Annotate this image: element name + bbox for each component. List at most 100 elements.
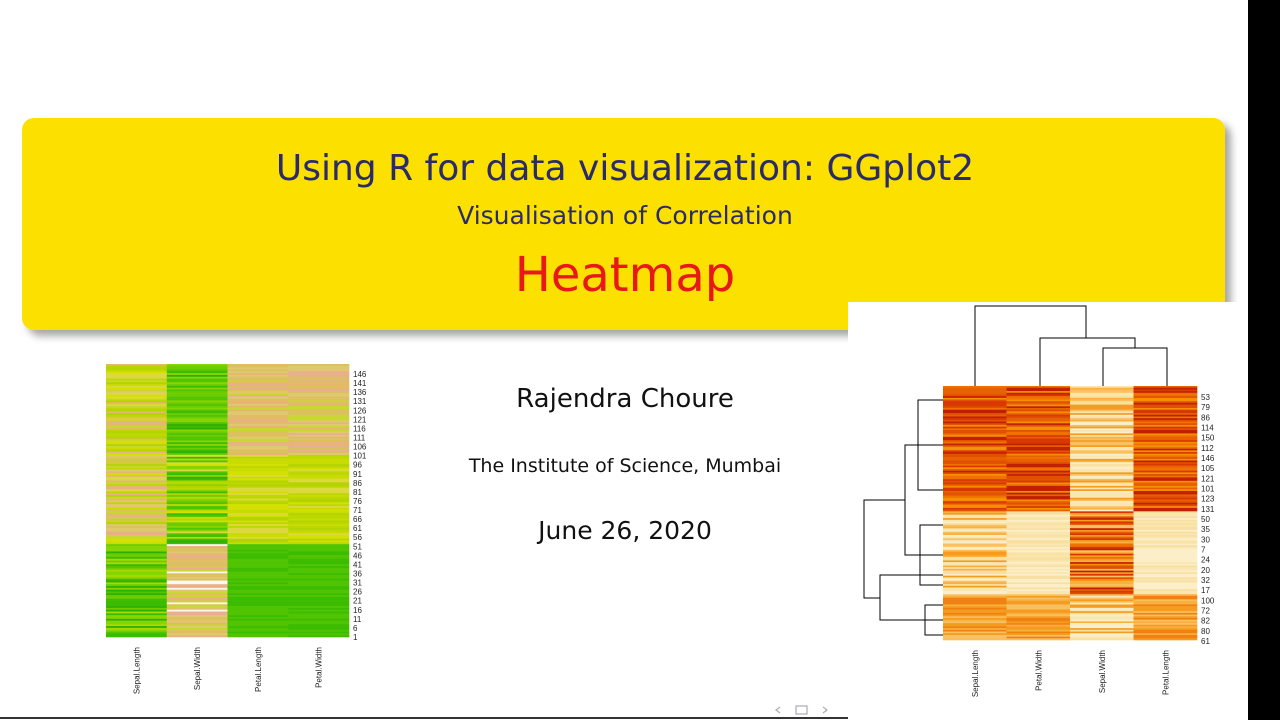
heat-cell <box>227 433 289 436</box>
heat-cell <box>106 560 168 563</box>
heat-cell <box>166 389 228 392</box>
heat-cell <box>1070 441 1134 444</box>
heat-cell <box>166 622 228 625</box>
heat-cell <box>106 527 168 530</box>
heat-cell <box>106 520 168 523</box>
heat-cell <box>166 591 228 594</box>
heat-cell <box>943 402 1007 405</box>
heat-cell <box>227 485 289 489</box>
heat-cell <box>943 524 1007 527</box>
heat-cell <box>943 428 1007 431</box>
heat-cell <box>1133 594 1198 597</box>
heat-cell <box>166 393 228 396</box>
heat-cell <box>943 462 1007 465</box>
heat-cell <box>288 615 350 618</box>
heat-cell <box>943 562 1007 565</box>
heat-cell <box>1133 634 1198 637</box>
heat-cell <box>1006 582 1071 585</box>
heat-cell <box>943 631 1007 634</box>
heat-cell <box>943 411 1007 414</box>
heat-cell <box>1006 496 1071 499</box>
heat-cell <box>1006 421 1071 424</box>
heat-cell <box>1006 629 1071 632</box>
heat-cell <box>288 455 350 458</box>
heat-cell <box>1006 606 1071 609</box>
heat-cell <box>1070 562 1134 565</box>
heat-cell <box>1070 423 1134 426</box>
heat-cell <box>227 622 289 625</box>
heat-cell <box>1070 421 1134 424</box>
heat-cell <box>943 443 1007 446</box>
heat-cell <box>1133 472 1198 475</box>
heat-cell <box>166 535 228 538</box>
heat-cell <box>1133 607 1198 610</box>
heat-cell <box>288 627 350 631</box>
heat-cell <box>1133 555 1198 558</box>
heat-cell <box>166 576 228 580</box>
heat-cell <box>1070 402 1134 405</box>
heat-cell <box>166 496 228 499</box>
heat-cell <box>227 367 289 370</box>
heat-cell <box>166 615 228 618</box>
heat-cell <box>1133 629 1198 632</box>
heat-cell <box>1006 511 1071 514</box>
heat-cell <box>943 523 1007 526</box>
heat-cell <box>943 418 1007 421</box>
heat-cell <box>106 509 168 512</box>
heat-cell <box>106 629 168 632</box>
heat-cell <box>943 538 1007 541</box>
heat-cell <box>1070 617 1134 620</box>
heat-cell <box>1133 518 1198 521</box>
heat-cell <box>943 494 1007 497</box>
heat-cell <box>106 589 168 592</box>
heat-cell <box>1070 433 1134 436</box>
heat-cell <box>106 516 168 519</box>
heat-cell <box>1133 477 1198 480</box>
heat-cell <box>1070 601 1134 604</box>
heat-cell <box>1070 507 1134 510</box>
heat-cell <box>166 629 228 632</box>
heat-cell <box>106 504 168 507</box>
heat-cell <box>288 535 350 538</box>
heat-cell <box>288 402 350 405</box>
heat-cell <box>1070 460 1134 463</box>
heat-cell <box>227 626 289 629</box>
heat-cell <box>943 560 1007 563</box>
heat-cell <box>1070 521 1134 524</box>
heat-cell <box>288 564 350 567</box>
heat-cell <box>166 467 228 470</box>
nav-icons[interactable] <box>775 705 828 715</box>
heat-cell <box>227 553 289 556</box>
heat-cell <box>1070 579 1134 582</box>
heat-cell <box>288 620 350 623</box>
column-label: Petal.Width <box>315 647 324 688</box>
heat-cell <box>166 404 228 407</box>
heat-cell <box>166 411 228 414</box>
heat-cell <box>288 527 350 530</box>
heat-cell <box>1070 548 1134 551</box>
heat-cell <box>1006 411 1071 414</box>
heat-cell <box>227 405 289 408</box>
heat-cell <box>943 496 1007 499</box>
heat-cell <box>943 413 1007 416</box>
heat-cell <box>1133 391 1198 394</box>
heat-cell <box>288 440 350 443</box>
heat-cell <box>106 371 168 374</box>
heat-cell <box>166 598 228 601</box>
heat-cell <box>227 558 289 561</box>
heat-cell <box>1006 519 1071 522</box>
heat-cell <box>1133 421 1198 424</box>
heat-cell <box>1006 402 1071 405</box>
heat-cell <box>1070 626 1134 629</box>
heat-cell <box>1006 433 1071 436</box>
heat-cell <box>1006 501 1071 504</box>
heat-cell <box>288 478 350 481</box>
heat-cell <box>227 373 289 376</box>
heat-cell <box>166 525 228 529</box>
heat-cell <box>943 629 1007 632</box>
heat-cell <box>166 469 228 472</box>
heat-cell <box>288 365 350 368</box>
heat-cell <box>106 393 168 396</box>
row-label: 80 <box>1201 627 1210 636</box>
heat-cell <box>1006 499 1071 502</box>
